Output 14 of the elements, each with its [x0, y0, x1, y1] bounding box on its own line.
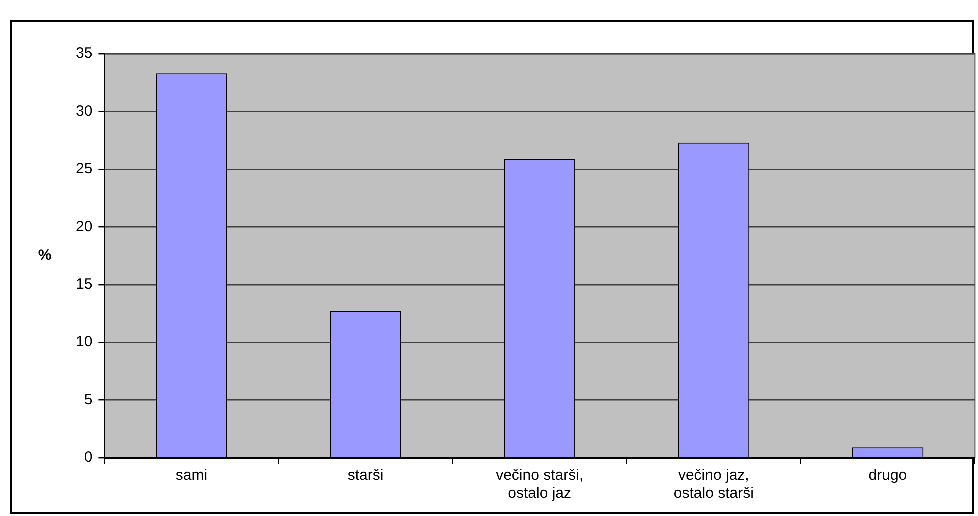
y-tick-label: 25 — [76, 160, 93, 178]
y-tick-label: 5 — [84, 391, 93, 408]
x-tick-label: večino starši, ostalo jaz — [496, 467, 584, 502]
x-tick-label: starši — [348, 467, 384, 484]
y-tick-label: 20 — [76, 218, 93, 236]
y-axis-title: % — [38, 247, 52, 264]
y-tick-label: 15 — [76, 276, 93, 293]
y-tick-label: 0 — [84, 449, 93, 466]
x-tick-label: drugo — [868, 467, 908, 484]
y-tick-label: 35 — [76, 45, 93, 62]
y-tick-label: 30 — [76, 102, 93, 120]
y-tick-label: 10 — [76, 334, 93, 351]
x-tick-label: sami — [176, 467, 208, 484]
x-tick-label: večino jaz, ostalo starši — [674, 467, 754, 502]
